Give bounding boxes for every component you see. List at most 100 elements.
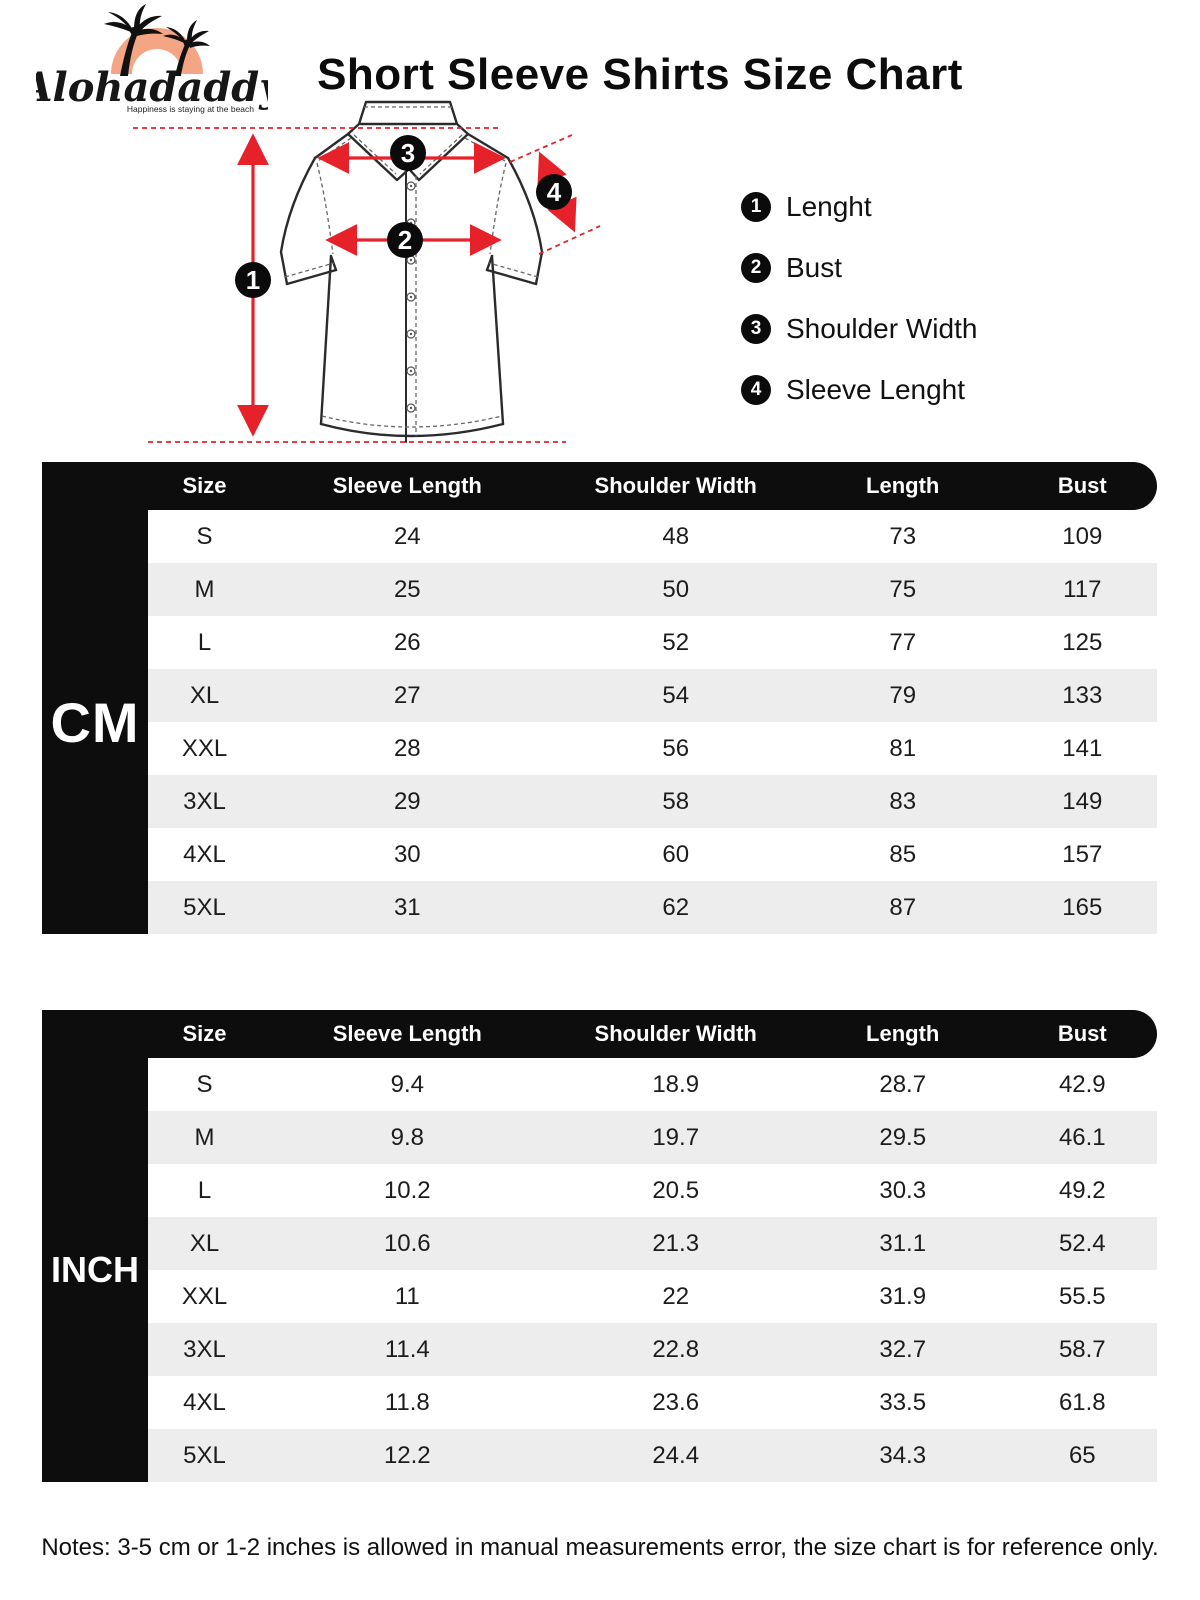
unit-label-inch: INCH — [42, 1058, 148, 1482]
value-cell: 11.8 — [384, 1388, 430, 1416]
table-header-row: Size Sleeve Length Shoulder Width Length Bus… — [42, 462, 1157, 510]
value-cell: 125 — [1062, 628, 1103, 656]
size-cell: 4XL — [183, 1388, 226, 1416]
size-table-cm: Size Sleeve Length Shoulder Width Length Bus… — [42, 462, 1157, 934]
value-cell: 34.3 — [879, 1441, 927, 1469]
legend-label: Shoulder Width — [786, 312, 978, 344]
column-header: Bust — [1057, 1021, 1107, 1046]
value-cell: 9.8 — [390, 1123, 424, 1151]
value-cell: 27 — [393, 681, 421, 709]
value-cell: 87 — [889, 893, 917, 921]
table-row: XXL 11 22 31.9 55.5 — [148, 1270, 1157, 1323]
table-row: 4XL 30 60 85 157 — [148, 828, 1157, 881]
column-header: Size — [182, 1021, 227, 1046]
value-cell: 117 — [1063, 575, 1102, 603]
marker-4: 4 — [547, 177, 562, 207]
value-cell: 48 — [662, 522, 690, 550]
size-cell: S — [196, 1070, 213, 1098]
column-header: Length — [866, 1021, 940, 1046]
value-cell: 133 — [1062, 681, 1103, 709]
table-row: S 24 48 73 109 — [148, 510, 1157, 563]
value-cell: 157 — [1062, 840, 1103, 868]
column-header: Sleeve Length — [332, 473, 482, 498]
value-cell: 141 — [1062, 734, 1103, 762]
value-cell: 50 — [662, 575, 690, 603]
value-cell: 58.7 — [1058, 1335, 1106, 1363]
value-cell: 49.2 — [1058, 1176, 1106, 1204]
table-body: CM S 24 48 73 109 M 25 50 75 117 L 26 52 77 125 XL 27 54 7… — [42, 510, 1157, 934]
value-cell: 23.6 — [652, 1388, 700, 1416]
measurement-legend: 1 Lenght 2 Bust 3 Shoulder Width 4 Sleev… — [741, 190, 978, 405]
marker-3: 3 — [401, 138, 415, 168]
legend-number-badge: 4 — [741, 374, 771, 405]
value-cell: 24 — [393, 522, 421, 550]
palm-tree-icon — [104, 4, 163, 76]
table-body: INCH S 9.4 18.9 28.7 42.9 M 9.8 19.7 29.5 46.1 L 10… — [42, 1058, 1157, 1482]
value-cell: 56 — [662, 734, 690, 762]
size-cell: 4XL — [183, 840, 226, 868]
column-header: Shoulder Width — [594, 473, 757, 498]
table-row: 3XL 29 58 83 149 — [148, 775, 1157, 828]
table-row: 5XL 31 62 87 165 — [148, 881, 1157, 934]
value-cell: 54 — [662, 681, 690, 709]
value-cell: 109 — [1062, 522, 1103, 550]
size-cell: 5XL — [183, 1441, 226, 1469]
column-header: Length — [866, 473, 940, 498]
size-cell: M — [194, 575, 215, 603]
value-cell: 21.3 — [652, 1229, 700, 1257]
value-cell: 19.7 — [652, 1123, 700, 1151]
value-cell: 12.2 — [383, 1441, 431, 1469]
legend-label: Lenght — [786, 190, 872, 222]
value-cell: 85 — [889, 840, 917, 868]
legend-number-badge: 3 — [741, 313, 771, 344]
value-cell: 83 — [889, 787, 917, 815]
size-table-inch: Size Sleeve Length Shoulder Width Length Bus… — [42, 1010, 1157, 1482]
table-header-row: Size Sleeve Length Shoulder Width Length Bus… — [42, 1010, 1157, 1058]
value-cell: 11.4 — [384, 1335, 430, 1363]
legend-number-badge: 2 — [741, 252, 771, 283]
value-cell: 79 — [889, 681, 917, 709]
value-cell: 30 — [393, 840, 421, 868]
value-cell: 52.4 — [1058, 1229, 1106, 1257]
value-cell: 165 — [1062, 893, 1103, 921]
table-row: 5XL 12.2 24.4 34.3 65 — [148, 1429, 1157, 1482]
value-cell: 10.2 — [383, 1176, 431, 1204]
value-cell: 22 — [662, 1282, 690, 1310]
table-row: 3XL 11.4 22.8 32.7 58.7 — [148, 1323, 1157, 1376]
diagram-number-markers: 1 2 3 4 — [235, 135, 572, 298]
value-cell: 65 — [1068, 1441, 1096, 1469]
brand-logo: Alohadaddy Happiness is staying at the b… — [36, 4, 268, 114]
legend-number-badge: 1 — [741, 191, 771, 222]
value-cell: 31 — [393, 893, 421, 921]
size-cell: M — [194, 1123, 215, 1151]
table-row: XL 10.6 21.3 31.1 52.4 — [148, 1217, 1157, 1270]
value-cell: 81 — [889, 734, 917, 762]
page-title: Short Sleeve Shirts Size Chart — [317, 50, 963, 99]
value-cell: 11 — [394, 1282, 420, 1310]
value-cell: 30.3 — [879, 1176, 927, 1204]
value-cell: 52 — [662, 628, 690, 656]
value-cell: 77 — [889, 628, 917, 656]
table-row: L 26 52 77 125 — [148, 616, 1157, 669]
legend-item-length: 1 Lenght — [741, 190, 977, 222]
value-cell: 22.8 — [652, 1335, 700, 1363]
value-cell: 73 — [889, 522, 917, 550]
brand-tagline: Happiness is staying at the beach — [127, 104, 254, 114]
value-cell: 42.9 — [1058, 1070, 1106, 1098]
value-cell: 25 — [393, 575, 421, 603]
value-cell: 29.5 — [879, 1123, 927, 1151]
shirt-measurement-diagram: 1 2 3 4 — [133, 100, 601, 443]
legend-item-bust: 2 Bust — [741, 251, 977, 283]
legend-label: Bust — [786, 251, 843, 283]
table-row: S 9.4 18.9 28.7 42.9 — [148, 1058, 1157, 1111]
palm-tree-icon — [163, 20, 210, 76]
value-cell: 26 — [393, 628, 421, 656]
table-row: XL 27 54 79 133 — [148, 669, 1157, 722]
table-row: XXL 28 56 81 141 — [148, 722, 1157, 775]
value-cell: 61.8 — [1058, 1388, 1106, 1416]
value-cell: 28.7 — [879, 1070, 927, 1098]
value-cell: 29 — [393, 787, 421, 815]
legend-item-sleeve-length: 4 Sleeve Lenght — [741, 374, 977, 405]
marker-1: 1 — [246, 265, 260, 295]
